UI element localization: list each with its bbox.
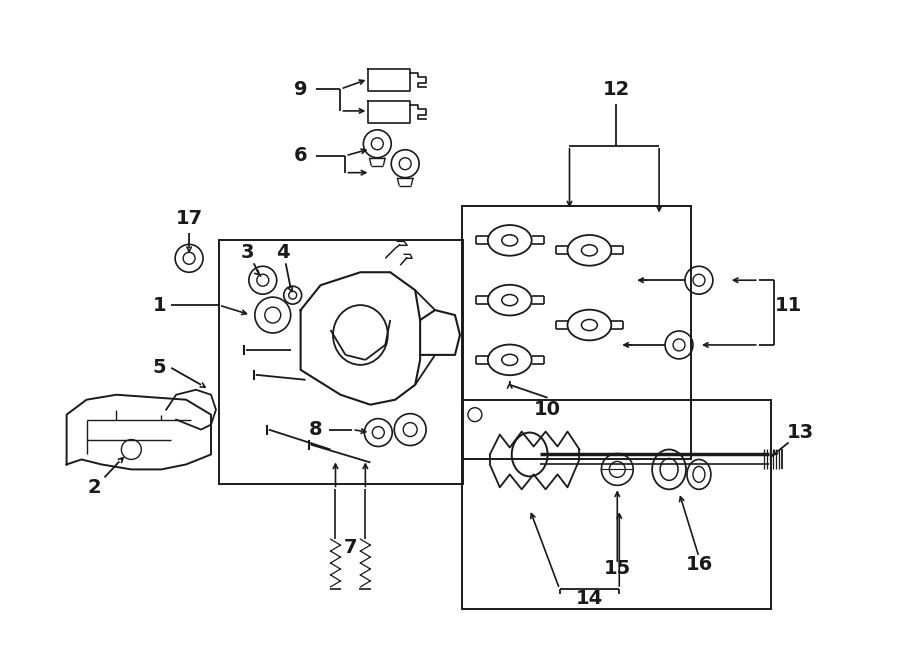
Text: 2: 2 (87, 478, 102, 497)
Text: 4: 4 (276, 243, 290, 262)
Text: 10: 10 (534, 400, 561, 419)
Text: 1: 1 (152, 295, 166, 315)
Text: 11: 11 (775, 295, 802, 315)
Text: 14: 14 (576, 590, 603, 608)
Text: 15: 15 (604, 559, 631, 578)
Text: 12: 12 (603, 79, 630, 98)
Text: 16: 16 (685, 555, 713, 574)
Text: 3: 3 (241, 243, 255, 262)
Bar (219, 241, 463, 485)
Text: 17: 17 (176, 209, 202, 228)
Text: 9: 9 (294, 79, 308, 98)
Bar (462, 206, 691, 459)
Text: 5: 5 (152, 358, 166, 377)
Text: 6: 6 (293, 146, 308, 165)
Text: 13: 13 (787, 423, 814, 442)
Text: 8: 8 (309, 420, 322, 439)
Text: 7: 7 (344, 537, 357, 557)
Bar (462, 400, 770, 609)
